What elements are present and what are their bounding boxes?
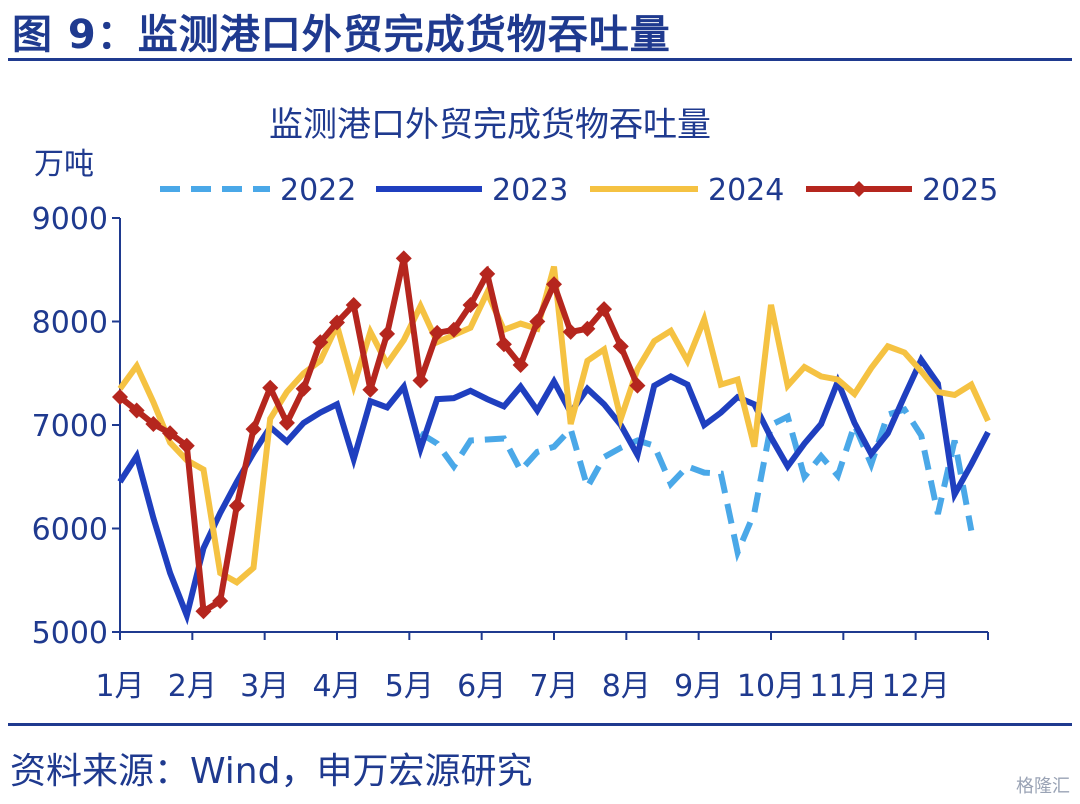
data-point-2025	[312, 334, 329, 351]
data-point-2025	[529, 313, 546, 330]
x-tick-label: 5月	[385, 669, 434, 704]
data-point-2025	[512, 356, 529, 373]
legend-label-2024: 2024	[708, 173, 784, 208]
series-line-2023	[117, 353, 991, 626]
x-tick-label: 2月	[168, 669, 217, 704]
data-point-2025	[162, 425, 179, 442]
axes: 5000 6000 7000 8000 9000 1月 2月 3月 4月 5月 6月 7月 8月 9月 10…	[32, 202, 989, 704]
data-point-2025	[495, 336, 512, 353]
figure-title: 图 9：监测港口外贸完成货物吞吐量	[12, 12, 671, 58]
x-tick-label: 9月	[674, 669, 723, 704]
data-point-2025	[629, 377, 646, 394]
data-point-2025	[562, 323, 579, 340]
legend-label-2025: 2025	[922, 173, 998, 208]
series-line-2024	[117, 265, 991, 586]
data-point-2025	[379, 325, 396, 342]
legend-label-2022: 2022	[280, 173, 356, 208]
x-tick-label: 7月	[529, 669, 578, 704]
data-point-2025	[228, 497, 245, 514]
data-point-2025	[395, 250, 412, 267]
data-point-2025	[329, 314, 345, 331]
x-tick-label: 12月	[882, 669, 950, 704]
data-point-2025	[345, 296, 362, 313]
y-axis-unit: 万吨	[34, 147, 94, 182]
data-point-2025	[445, 321, 462, 338]
source-note: 资料来源：Wind，申万宏源研究	[10, 751, 533, 792]
data-point-2025	[462, 296, 479, 313]
series-layer	[112, 250, 991, 626]
x-tick-label: 8月	[602, 669, 651, 704]
y-tick-label: 8000	[32, 306, 108, 341]
y-tick-label: 9000	[32, 202, 108, 237]
x-tick-label: 6月	[457, 669, 506, 704]
data-point-2025	[612, 338, 629, 355]
data-point-2025	[429, 324, 446, 341]
data-point-2025	[262, 379, 279, 396]
x-tick-label: 4月	[312, 669, 361, 704]
chart: 监测港口外贸完成货物吞吐量 万吨 2022 2023 2024 2025 5000 60…	[32, 105, 999, 704]
legend-marker-2025	[851, 181, 867, 197]
data-point-2025	[479, 265, 496, 282]
data-point-2025	[178, 437, 195, 454]
x-tick-label: 1月	[95, 669, 144, 704]
data-point-2025	[412, 372, 429, 389]
data-point-2025	[295, 380, 312, 397]
data-point-2025	[145, 415, 162, 432]
data-point-2025	[546, 276, 562, 293]
x-tick-label: 10月	[737, 669, 805, 704]
y-tick-label: 7000	[32, 409, 108, 444]
data-point-2025	[278, 414, 295, 431]
legend-label-2023: 2023	[492, 173, 568, 208]
data-point-2025	[195, 603, 212, 620]
title-rule	[8, 58, 1072, 61]
y-tick-label: 6000	[32, 513, 108, 548]
data-point-2025	[579, 320, 596, 337]
data-point-2025	[212, 592, 229, 609]
watermark: 格隆汇	[1016, 776, 1070, 797]
legend: 2022 2023 2024 2025	[160, 173, 998, 208]
data-point-2025	[128, 402, 145, 419]
data-point-2025	[112, 389, 128, 406]
source-rule	[8, 723, 1072, 726]
chart-title: 监测港口外贸完成货物吞吐量	[269, 105, 711, 145]
data-point-2025	[596, 301, 613, 318]
x-tick-label: 3月	[240, 669, 289, 704]
data-point-2025	[245, 421, 262, 438]
data-point-2025	[362, 381, 379, 398]
y-tick-label: 5000	[32, 616, 108, 651]
x-tick-label: 11月	[809, 669, 877, 704]
